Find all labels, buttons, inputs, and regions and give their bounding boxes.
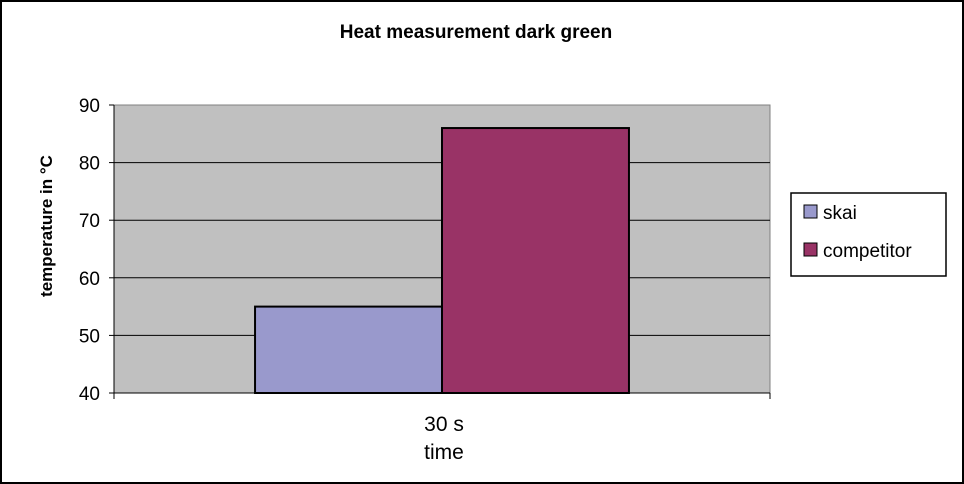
legend-swatch-competitor <box>803 242 818 257</box>
bar-competitor <box>441 127 630 394</box>
bars <box>254 127 630 395</box>
legend-swatch-skai <box>803 204 818 219</box>
y-axis-ticks: 40 50 60 70 80 90 <box>79 96 114 405</box>
y-axis-label: temperature in °C <box>37 155 56 297</box>
legend: skai competitor <box>790 192 947 277</box>
legend-label-skai: skai <box>823 203 857 224</box>
x-axis-ticks: 30 s <box>113 393 771 436</box>
x-tick-label: 30 s <box>424 413 464 436</box>
chart-title: Heat measurement dark green <box>340 22 612 43</box>
y-tick-label: 50 <box>79 326 100 347</box>
legend-label-competitor: competitor <box>823 241 912 262</box>
bar-skai <box>254 305 443 395</box>
x-axis-label: time <box>424 441 464 464</box>
y-tick-label: 70 <box>79 211 100 232</box>
y-tick-label: 80 <box>79 154 100 175</box>
y-tick-label: 40 <box>79 384 100 405</box>
y-tick-label: 90 <box>79 96 100 117</box>
y-tick-label: 60 <box>79 269 100 290</box>
